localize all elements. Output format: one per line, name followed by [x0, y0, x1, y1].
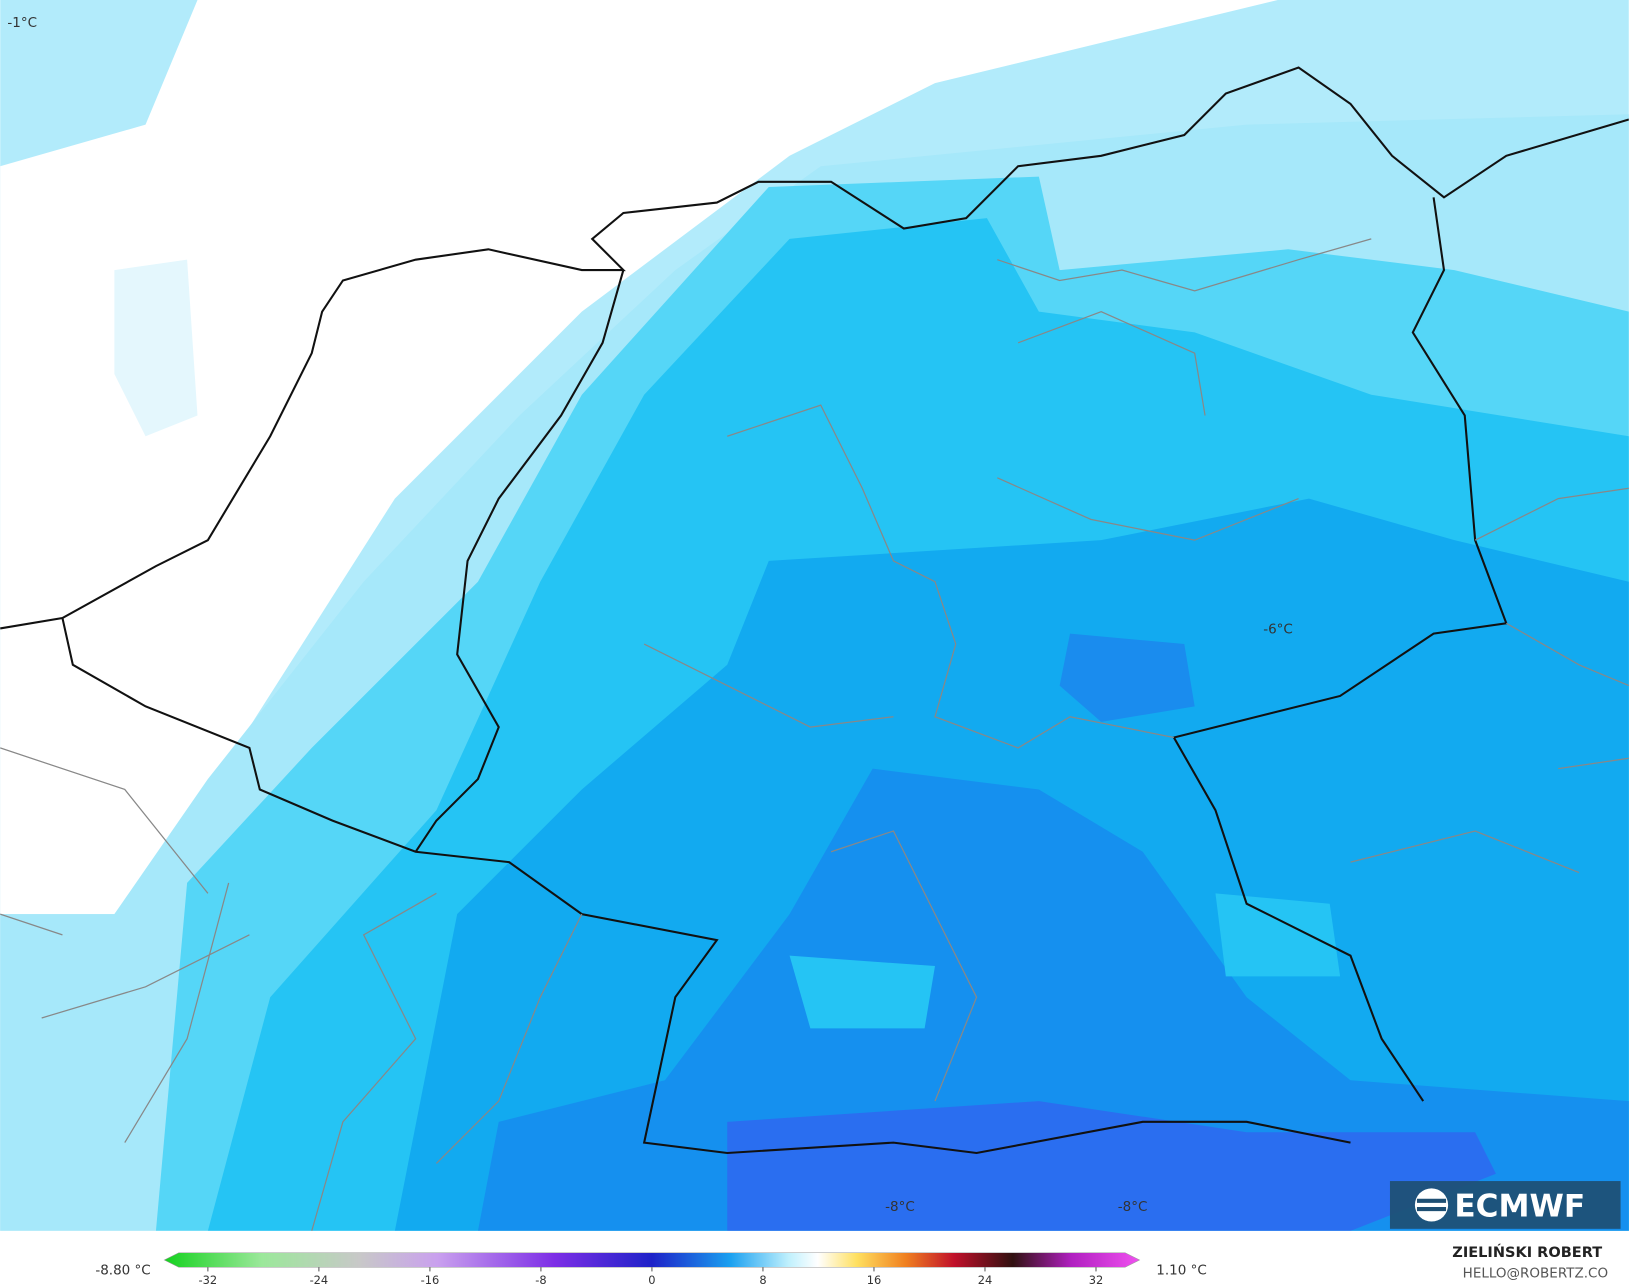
colorbar-tick-label: 32 [1089, 1273, 1104, 1287]
colorbar-ramp [163, 1252, 1141, 1268]
email: HELLO@ROBERTZ.CO [1463, 1266, 1608, 1282]
field [1059, 633, 1195, 722]
colorbar-tick-label: 8 [759, 1273, 766, 1287]
logo-icon [1416, 1198, 1447, 1212]
colorbar-tick-label: 24 [978, 1273, 993, 1287]
colorbar-tick-label: 16 [867, 1273, 882, 1287]
temp-label: -1°C [7, 15, 37, 31]
field [114, 259, 198, 437]
field [789, 955, 935, 1029]
temp-label: -8°C [885, 1199, 915, 1215]
colorbar-tick-label: -16 [421, 1273, 440, 1287]
colorbar: -32 -24 -16 -8 0 8 16 24 32 [163, 1252, 1141, 1287]
borders [0, 66, 1629, 1231]
field [1215, 893, 1341, 977]
colorbar-tick-label: -24 [310, 1273, 329, 1287]
logo-icon [1414, 1188, 1449, 1222]
temp-label: -6°C [1263, 622, 1293, 638]
temp-label: -8°C [1118, 1199, 1148, 1215]
field [477, 768, 1629, 1231]
min-label: -8.80 °C [95, 1263, 150, 1279]
logo-text: ECMWF [1454, 1188, 1585, 1224]
colorbar-tick-label: 0 [648, 1273, 655, 1287]
colorbar-tick-label: -32 [199, 1273, 218, 1287]
logo: ECMWF [1389, 1181, 1621, 1229]
field [0, 0, 1278, 915]
colorbar-tick-label: -8 [535, 1273, 546, 1287]
author: ZIELIŃSKI ROBERT [1452, 1243, 1602, 1261]
map-area: -1°C -6°C -8°C -8°C ECMWF [0, 0, 1629, 1231]
max-label: 1.10 °C [1156, 1263, 1207, 1279]
